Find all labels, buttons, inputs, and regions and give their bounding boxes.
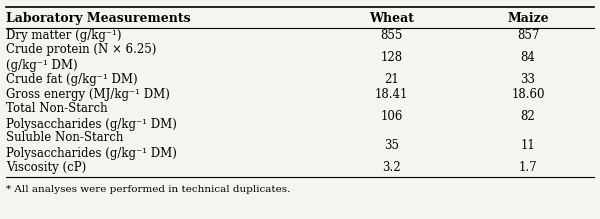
Text: 18.41: 18.41 (375, 88, 408, 101)
Text: Gross energy (MJ/kg⁻¹ DM): Gross energy (MJ/kg⁻¹ DM) (6, 88, 170, 101)
Text: 128: 128 (380, 51, 403, 64)
Text: * All analyses were performed in technical duplicates.: * All analyses were performed in technic… (6, 185, 290, 194)
Text: 1.7: 1.7 (518, 161, 538, 174)
Text: Viscosity (cP): Viscosity (cP) (6, 161, 86, 174)
Text: 21: 21 (384, 73, 399, 86)
Text: 84: 84 (521, 51, 535, 64)
Text: 11: 11 (521, 139, 535, 152)
Text: 82: 82 (521, 110, 535, 123)
Text: Wheat: Wheat (369, 12, 414, 25)
Text: Laboratory Measurements: Laboratory Measurements (6, 12, 191, 25)
Text: 35: 35 (384, 139, 399, 152)
Text: Total Non-Starch
Polysaccharides (g/kg⁻¹ DM): Total Non-Starch Polysaccharides (g/kg⁻¹… (6, 102, 177, 131)
Text: 857: 857 (517, 29, 539, 42)
Text: 18.60: 18.60 (511, 88, 545, 101)
Text: 3.2: 3.2 (382, 161, 401, 174)
Text: Suluble Non-Starch
Polysaccharides (g/kg⁻¹ DM): Suluble Non-Starch Polysaccharides (g/kg… (6, 131, 177, 160)
Text: Maize: Maize (507, 12, 549, 25)
Text: 106: 106 (380, 110, 403, 123)
Text: 33: 33 (521, 73, 536, 86)
Text: Dry matter (g/kg⁻¹): Dry matter (g/kg⁻¹) (6, 29, 121, 42)
Text: Crude protein (N × 6.25)
(g/kg⁻¹ DM): Crude protein (N × 6.25) (g/kg⁻¹ DM) (6, 43, 157, 72)
Text: 855: 855 (380, 29, 403, 42)
Text: Crude fat (g/kg⁻¹ DM): Crude fat (g/kg⁻¹ DM) (6, 73, 137, 86)
